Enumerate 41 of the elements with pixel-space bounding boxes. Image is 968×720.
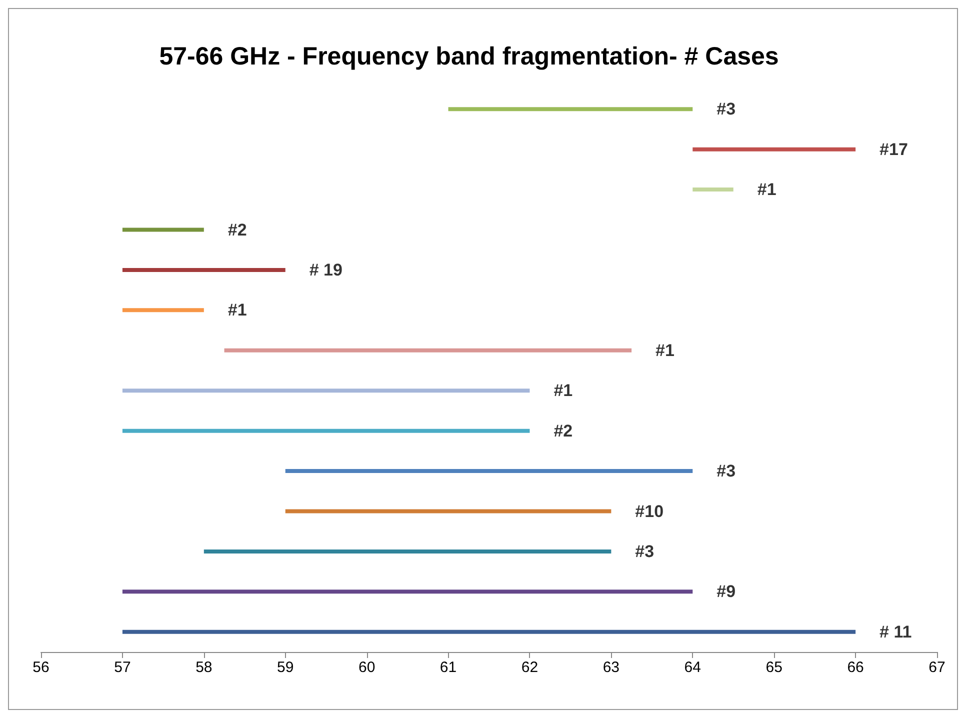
bar (122, 428, 530, 433)
bar (692, 147, 856, 152)
bar (204, 549, 612, 554)
x-tick-label: 67 (928, 659, 946, 676)
bar (122, 228, 204, 232)
bar (285, 509, 612, 514)
x-tick-label: 64 (684, 659, 701, 676)
annotation: #1 (554, 381, 573, 400)
x-tick-label: 56 (32, 659, 50, 676)
annotation: #1 (757, 180, 776, 200)
annotation: #1 (228, 300, 247, 320)
chart-title: 57-66 GHz - Frequency band fragmentation- # Cases (159, 42, 779, 70)
bar (224, 348, 632, 352)
annotation: #1 (656, 340, 674, 360)
x-tick-label: 61 (440, 659, 457, 676)
bar (122, 388, 530, 393)
bar (285, 469, 693, 474)
annotation: #2 (554, 421, 573, 440)
annotation: #10 (635, 502, 664, 521)
x-tick-label: 60 (358, 659, 376, 676)
bar (122, 630, 856, 634)
bar (448, 107, 693, 112)
bar (122, 590, 693, 594)
bar (692, 188, 734, 192)
x-tick-label: 63 (602, 659, 620, 676)
annotation: #17 (880, 140, 908, 159)
annotation: # 19 (309, 260, 342, 280)
x-tick-label: 66 (847, 659, 864, 676)
x-tick-label: 58 (196, 659, 212, 676)
annotation: #3 (716, 462, 736, 481)
x-tick-label: 59 (277, 659, 294, 676)
annotation: #9 (716, 582, 736, 602)
bar (122, 308, 204, 312)
annotation: # 11 (880, 622, 912, 642)
x-tick-label: 57 (114, 659, 131, 676)
x-tick-label: 62 (521, 659, 538, 676)
annotation: #3 (716, 100, 736, 119)
bar (122, 268, 286, 272)
annotation: #2 (228, 220, 247, 240)
annotation: #3 (635, 542, 654, 561)
x-tick-label: 65 (766, 659, 782, 676)
